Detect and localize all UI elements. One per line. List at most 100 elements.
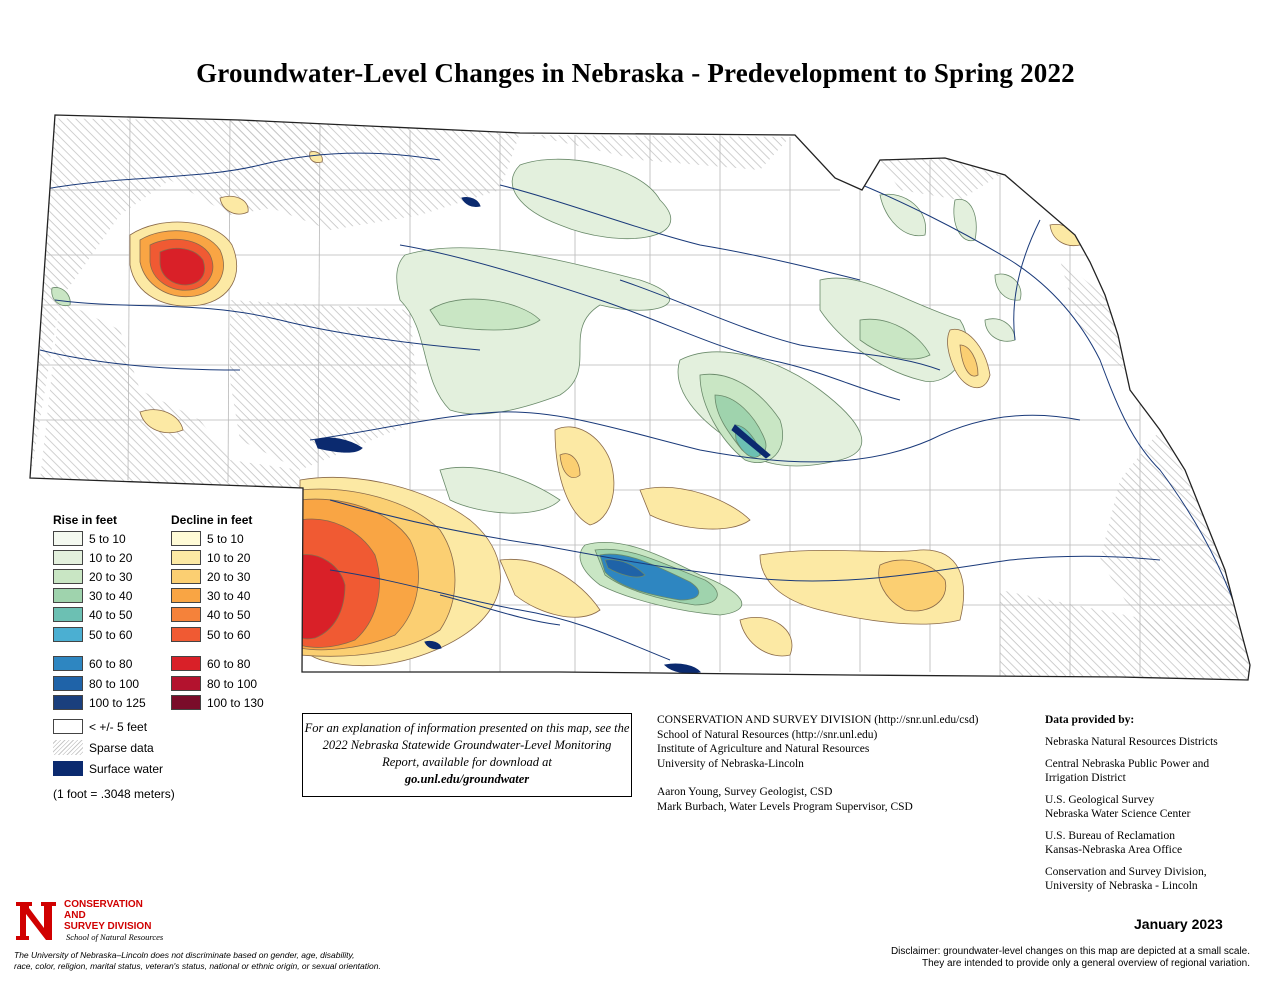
nondiscrimination-statement: The University of Nebraska–Lincoln does … — [14, 950, 454, 972]
sparse-data-areas — [30, 118, 1250, 680]
nondisc-line-2: race, color, religion, marital status, v… — [14, 961, 381, 971]
decline-label: 20 to 30 — [207, 569, 251, 584]
csd-line-3: Institute of Agriculture and Natural Res… — [657, 743, 870, 755]
decline-legend-item: 80 to 100 — [171, 675, 257, 692]
providers-list: Nebraska Natural Resources Districts Cent… — [1045, 735, 1260, 893]
rise-swatch — [53, 627, 83, 642]
csd-line-2: School of Natural Resources (http://snr.… — [657, 728, 878, 741]
rise-legend-item: 30 to 40 — [53, 587, 132, 604]
decline-swatch — [171, 531, 201, 546]
rise-label: 40 to 50 — [89, 607, 133, 622]
provider-entry: Conservation and Survey Division, Univers… — [1045, 865, 1260, 893]
data-providers: Data provided by: Nebraska Natural Resou… — [1045, 713, 1260, 901]
decline-swatch — [171, 550, 201, 565]
rise-swatch — [53, 676, 83, 691]
info-link[interactable]: go.unl.edu/groundwater — [404, 772, 530, 786]
rise-label: 5 to 10 — [89, 531, 126, 546]
rise-legend-item: 60 to 80 — [53, 655, 132, 672]
decline-swatch — [171, 676, 201, 691]
nebraska-n-icon — [16, 902, 56, 940]
decline-legend-item: 20 to 30 — [171, 568, 250, 585]
provider-entry: Nebraska Natural Resources Districts — [1045, 735, 1260, 749]
decline-legend-item: 10 to 20 — [171, 549, 250, 566]
decline-label: 60 to 80 — [207, 656, 251, 671]
surface-water — [314, 197, 771, 674]
unl-logo — [16, 902, 56, 940]
decline-swatch — [171, 569, 201, 584]
decline-label: 50 to 60 — [207, 627, 251, 642]
provider-line: Central Nebraska Public Power and — [1045, 758, 1210, 770]
rise-legend-item: 5 to 10 — [53, 530, 126, 547]
rise-label: 50 to 60 — [89, 627, 133, 642]
csd-credits: CONSERVATION AND SURVEY DIVISION (http:/… — [657, 713, 978, 814]
csd-line-4: University of Nebraska-Lincoln — [657, 757, 804, 770]
decline-legend-item: 100 to 130 — [171, 694, 264, 711]
decline-legend-item: 50 to 60 — [171, 626, 250, 643]
info-box: For an explanation of information presen… — [302, 713, 632, 797]
hatch-swatch — [53, 740, 83, 755]
decline-areas — [129, 151, 1081, 666]
provider-line: Nebraska Water Science Center — [1045, 808, 1191, 820]
provider-line: Nebraska Natural Resources Districts — [1045, 736, 1218, 748]
decline-swatch — [171, 695, 201, 710]
provider-line: Irrigation District — [1045, 772, 1126, 784]
rise-swatch — [53, 550, 83, 565]
water-label: Surface water — [89, 761, 164, 776]
blank-label: < +/- 5 feet — [89, 719, 148, 734]
decline-swatch — [171, 588, 201, 603]
rise-label: 60 to 80 — [89, 656, 133, 671]
legend-water: Surface water — [53, 760, 163, 777]
provider-line: Kansas-Nebraska Area Office — [1045, 844, 1183, 856]
rise-swatch — [53, 695, 83, 710]
decline-swatch — [171, 627, 201, 642]
disclaimer-line-2: They are intended to provide only a gene… — [922, 958, 1250, 969]
rise-heading: Rise in feet — [53, 513, 118, 527]
rise-swatch — [53, 569, 83, 584]
info-text: For an explanation of information presen… — [304, 721, 630, 769]
rise-legend-item: 80 to 100 — [53, 675, 139, 692]
rise-swatch — [53, 531, 83, 546]
csd-line-1: CONSERVATION AND SURVEY DIVISION (http:/… — [657, 714, 979, 726]
decline-label: 30 to 40 — [207, 588, 251, 603]
logo-line-1: CONSERVATION AND — [64, 899, 143, 921]
rise-label: 80 to 100 — [89, 676, 140, 691]
decline-label: 5 to 10 — [207, 531, 244, 546]
logo-text: CONSERVATION AND SURVEY DIVISION — [64, 899, 154, 932]
water-swatch — [53, 761, 83, 776]
legend-sparse: Sparse data — [53, 739, 154, 756]
rise-legend-item: 20 to 30 — [53, 568, 132, 585]
provider-entry: U.S. Geological Survey Nebraska Water Sci… — [1045, 793, 1260, 821]
decline-legend-item: 60 to 80 — [171, 655, 250, 672]
decline-legend-item: 40 to 50 — [171, 606, 250, 623]
provider-line: U.S. Geological Survey — [1045, 794, 1155, 806]
provider-entry: Central Nebraska Public Power and Irrigat… — [1045, 757, 1260, 785]
decline-label: 40 to 50 — [207, 607, 251, 622]
provider-line: U.S. Bureau of Reclamation — [1045, 830, 1175, 842]
rivers — [39, 152, 1241, 661]
rise-label: 20 to 30 — [89, 569, 133, 584]
map-title: Groundwater-Level Changes in Nebraska - … — [196, 58, 1075, 88]
disclaimer-line-1: Disclaimer: groundwater-level changes on… — [890, 946, 1250, 957]
disclaimer: Disclaimer: groundwater-level changes on… — [891, 946, 1250, 970]
rise-swatch — [53, 588, 83, 603]
state-outline — [29, 114, 1251, 681]
conversion-note: (1 foot = .3048 meters) — [53, 786, 175, 801]
rise-swatch — [53, 656, 83, 671]
providers-heading: Data provided by: — [1045, 714, 1135, 726]
sparse-label: Sparse data — [89, 740, 154, 755]
legend-blank: < +/- 5 feet — [53, 718, 147, 735]
decline-swatch — [171, 656, 201, 671]
rise-label: 30 to 40 — [89, 588, 133, 603]
map-date: January 2023 — [1134, 916, 1223, 932]
rise-label: 100 to 125 — [89, 695, 146, 710]
decline-swatch — [171, 607, 201, 622]
decline-legend-item: 5 to 10 — [171, 530, 244, 547]
decline-legend-item: 30 to 40 — [171, 587, 250, 604]
decline-label: 100 to 130 — [207, 695, 264, 710]
csd-line-6: Mark Burbach, Water Levels Program Super… — [657, 800, 913, 813]
decline-label: 80 to 100 — [207, 676, 258, 691]
rise-legend-item: 50 to 60 — [53, 626, 132, 643]
rise-legend-item: 100 to 125 — [53, 694, 146, 711]
nondisc-line-1: The University of Nebraska–Lincoln does … — [14, 950, 355, 960]
